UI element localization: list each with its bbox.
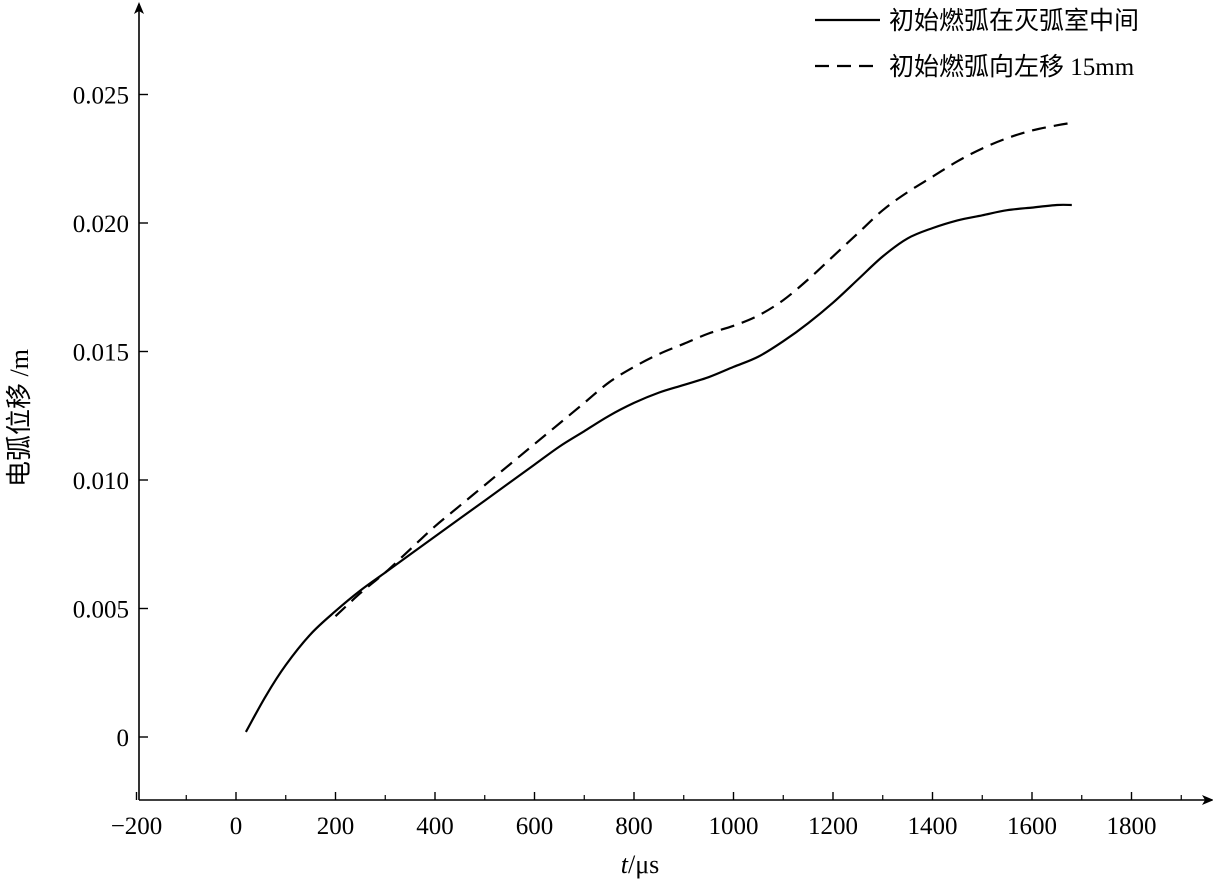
y-tick-label: 0.020 <box>73 211 129 238</box>
y-tick-label: 0.010 <box>73 468 129 495</box>
x-tick-label: 1200 <box>808 813 858 840</box>
x-axis-label: t/μs <box>621 850 660 879</box>
y-tick-label: 0.025 <box>73 83 129 110</box>
x-tick-label: 1600 <box>1007 813 1057 840</box>
x-tick-label: 400 <box>416 813 454 840</box>
series-line-dashed <box>334 121 1072 618</box>
x-axis-label-unit: /μs <box>628 850 659 879</box>
y-tick-label: 0.015 <box>73 340 129 367</box>
legend-label-dashed: 初始燃弧向左移 15mm <box>889 53 1135 81</box>
axes <box>134 2 1213 805</box>
series-line-solid <box>244 203 1072 733</box>
x-tick-label: 800 <box>615 813 653 840</box>
y-tick-label: 0 <box>117 725 130 752</box>
y-tick-label: 0.005 <box>73 597 129 624</box>
x-tick-label: 1000 <box>709 813 759 840</box>
legend-label-solid: 初始燃弧在灭弧室中间 <box>889 7 1139 35</box>
x-tick-label: 1400 <box>908 813 958 840</box>
x-tick-label: −200 <box>111 813 163 840</box>
x-axis-ticks: −200 0 200 400 600 800 1000 1200 1400 1600 1800 <box>111 792 1182 840</box>
x-tick-label: 600 <box>516 813 554 840</box>
x-tick-label: 200 <box>317 813 355 840</box>
x-axis-label-italic: t <box>621 850 629 879</box>
x-tick-label: 0 <box>230 813 243 840</box>
legend: 初始燃弧在灭弧室中间 初始燃弧向左移 15mm <box>815 7 1139 81</box>
y-axis-ticks: 0 0.005 0.010 0.015 0.020 0.025 <box>73 83 148 752</box>
series-group <box>244 121 1072 733</box>
y-axis-label: 电弧位移 /m <box>5 349 34 487</box>
x-tick-label: 1800 <box>1107 813 1157 840</box>
